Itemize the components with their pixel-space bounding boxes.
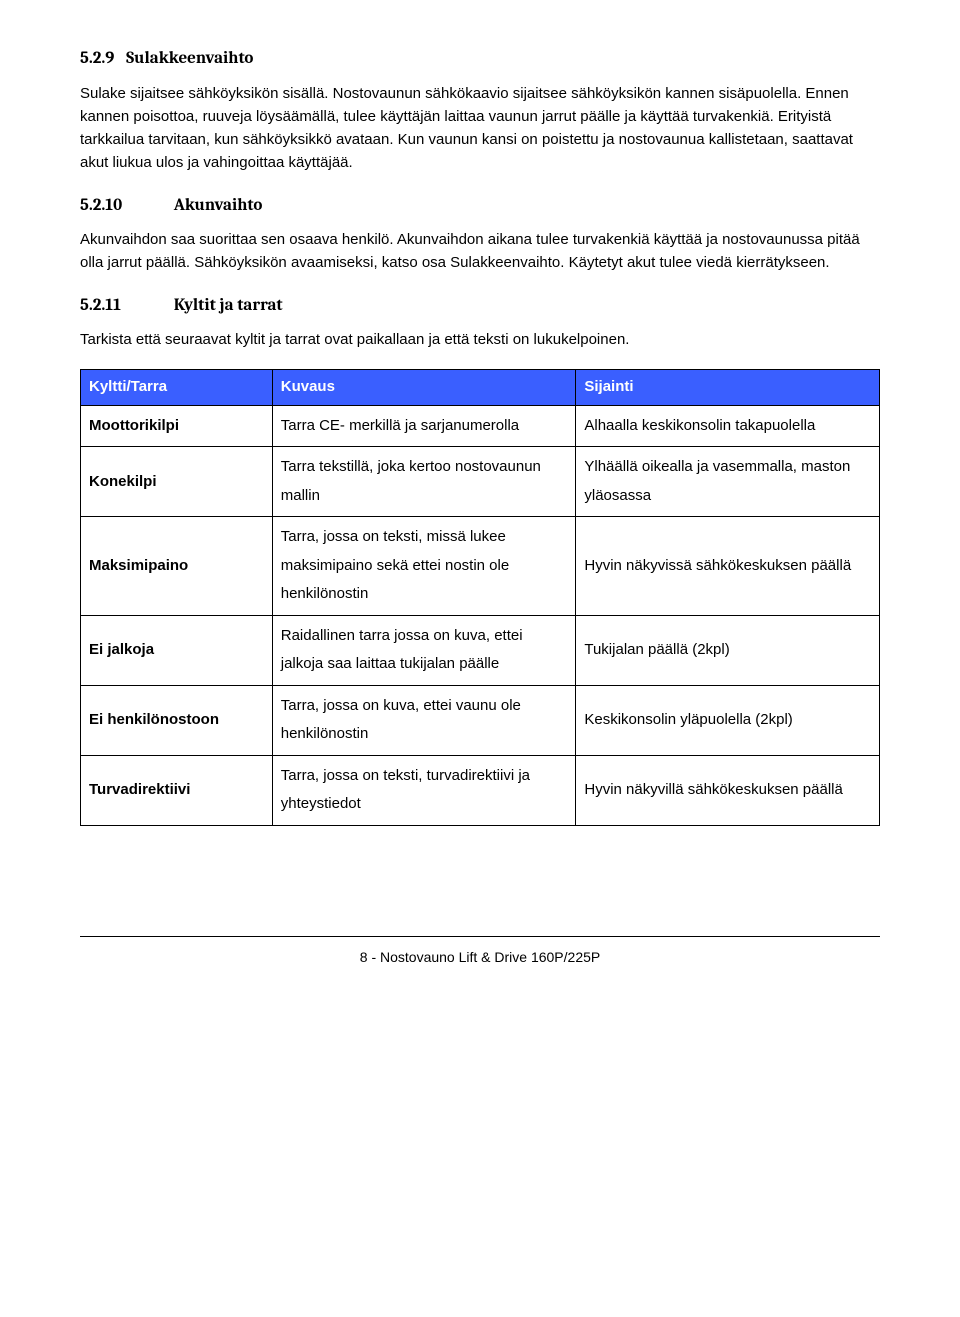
heading-529: 5.2.9 Sulakkeenvaihto	[80, 46, 880, 72]
row-label: Moottorikilpi	[81, 405, 273, 447]
page-footer: 8 - Nostovauno Lift & Drive 160P/225P	[80, 936, 880, 968]
table-row: Ei jalkoja Raidallinen tarra jossa on ku…	[81, 615, 880, 685]
row-label: Turvadirektiivi	[81, 755, 273, 825]
row-label: Maksimipaino	[81, 517, 273, 616]
table-row: Turvadirektiivi Tarra, jossa on teksti, …	[81, 755, 880, 825]
heading-5211-title: Kyltit ja tarrat	[174, 296, 283, 315]
row-loc: Keskikonsolin yläpuolella (2kpl)	[576, 685, 880, 755]
table-header-kyltti: Kyltti/Tarra	[81, 370, 273, 406]
row-label: Konekilpi	[81, 447, 273, 517]
footer-rule	[80, 936, 880, 937]
table-row: Ei henkilönostoon Tarra, jossa on kuva, …	[81, 685, 880, 755]
row-loc: Alhaalla keskikonsolin takapuolella	[576, 405, 880, 447]
table-header-kuvaus: Kuvaus	[272, 370, 576, 406]
heading-5211: 5.2.11 Kyltit ja tarrat	[80, 293, 880, 319]
row-desc: Tarra CE- merkillä ja sarjanumerolla	[272, 405, 576, 447]
row-loc: Hyvin näkyvillä sähkökeskuksen päällä	[576, 755, 880, 825]
table-row: Konekilpi Tarra tekstillä, joka kertoo n…	[81, 447, 880, 517]
row-desc: Raidallinen tarra jossa on kuva, ettei j…	[272, 615, 576, 685]
table-header-sijainti: Sijainti	[576, 370, 880, 406]
body-529: Sulake sijaitsee sähköyksikön sisällä. N…	[80, 82, 880, 175]
row-label: Ei jalkoja	[81, 615, 273, 685]
heading-5210-title: Akunvaihto	[174, 196, 263, 215]
footer-text: 8 - Nostovauno Lift & Drive 160P/225P	[360, 949, 600, 965]
heading-529-num: 5.2.9	[80, 46, 114, 72]
heading-5211-num: 5.2.11	[80, 293, 170, 319]
table-header-row: Kyltti/Tarra Kuvaus Sijainti	[81, 370, 880, 406]
body-5211: Tarkista että seuraavat kyltit ja tarrat…	[80, 328, 880, 351]
row-desc: Tarra, jossa on teksti, turvadirektiivi …	[272, 755, 576, 825]
body-5210: Akunvaihdon saa suorittaa sen osaava hen…	[80, 228, 880, 275]
heading-5210: 5.2.10 Akunvaihto	[80, 193, 880, 219]
signs-table: Kyltti/Tarra Kuvaus Sijainti Moottorikil…	[80, 369, 880, 826]
row-desc: Tarra, jossa on teksti, missä lukee maks…	[272, 517, 576, 616]
table-row: Maksimipaino Tarra, jossa on teksti, mis…	[81, 517, 880, 616]
row-desc: Tarra, jossa on kuva, ettei vaunu ole he…	[272, 685, 576, 755]
row-loc: Ylhäällä oikealla ja vasemmalla, maston …	[576, 447, 880, 517]
heading-529-title: Sulakkeenvaihto	[126, 49, 253, 68]
row-label: Ei henkilönostoon	[81, 685, 273, 755]
heading-5210-num: 5.2.10	[80, 193, 170, 219]
row-loc: Tukijalan päällä (2kpl)	[576, 615, 880, 685]
table-row: Moottorikilpi Tarra CE- merkillä ja sarj…	[81, 405, 880, 447]
row-loc: Hyvin näkyvissä sähkökeskuksen päällä	[576, 517, 880, 616]
row-desc: Tarra tekstillä, joka kertoo nostovaunun…	[272, 447, 576, 517]
